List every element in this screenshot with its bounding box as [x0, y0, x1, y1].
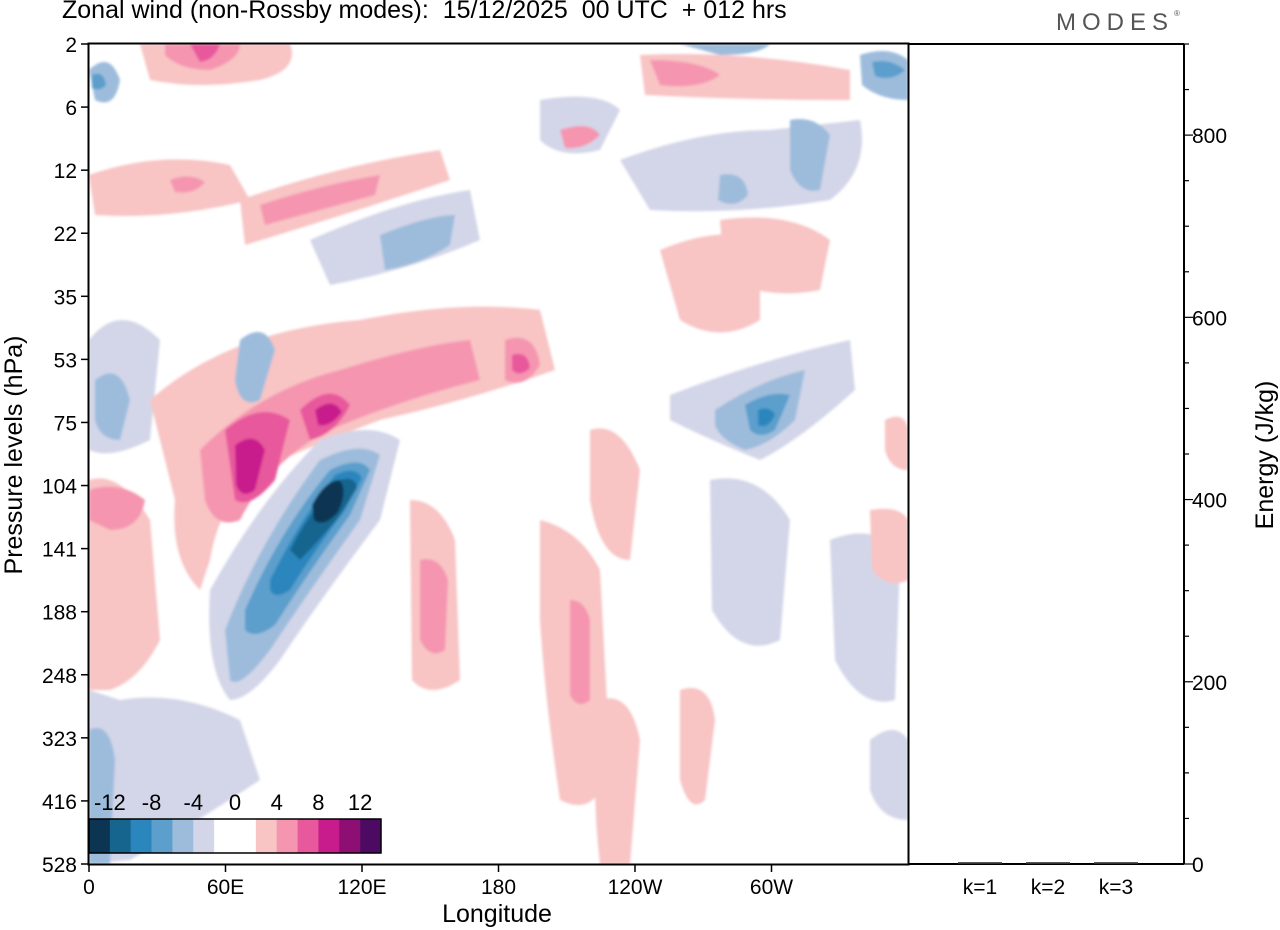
- energy-axis-label: Energy (J/kg): [1251, 381, 1279, 530]
- colorbar-frame: [88, 818, 382, 854]
- colorbar-swatch: [360, 819, 382, 853]
- bar-category-label: k=2: [1031, 876, 1065, 899]
- y-tick-label: 248: [42, 665, 77, 688]
- x-tick-label: 120W: [608, 876, 663, 899]
- y-tick-label: 416: [42, 791, 77, 814]
- y-tick-label: 22: [54, 223, 77, 246]
- y-axis-label: Pressure levels (hPa): [0, 336, 28, 575]
- energy-tick-label: 800: [1192, 125, 1227, 148]
- x-tick-label: 0: [83, 876, 95, 899]
- colorbar-label: 12: [348, 790, 372, 815]
- y-tick-label: 12: [54, 160, 77, 183]
- y-tick-label: 2: [65, 34, 77, 57]
- bar-category-label: k=1: [963, 876, 997, 899]
- y-tick-label: 528: [42, 854, 77, 877]
- colorbar-swatch: [130, 819, 152, 853]
- y-axis-ticks: 2 6 12 22 35 53 75 104 141 188 248 323 416 528: [42, 34, 89, 877]
- x-tick-label: 60E: [207, 876, 244, 899]
- colorbar: -12 -8 -4 0 4 8 12: [88, 790, 382, 854]
- energy-tick-label: 0: [1192, 854, 1204, 877]
- colorbar-swatch: [255, 819, 278, 853]
- colorbar-label: -4: [184, 790, 204, 815]
- colorbar-label: -12: [94, 790, 126, 815]
- energy-tick-label: 200: [1192, 672, 1227, 695]
- y-tick-label: 35: [54, 286, 77, 309]
- y-tick-label: 141: [42, 539, 77, 562]
- modes-logo: MODES®: [1056, 9, 1180, 37]
- wind-field: [89, 44, 908, 864]
- x-tick-label: 120E: [337, 876, 386, 899]
- chart-title: Zonal wind (non-Rossby modes): 15/12/202…: [62, 0, 787, 24]
- x-tick-label: 60W: [750, 876, 793, 899]
- colorbar-swatch: [89, 819, 111, 853]
- energy-axis: 0 200 400 600 800: [1184, 43, 1227, 877]
- colorbar-label: 0: [229, 790, 241, 815]
- energy-bar-k=2: [1026, 862, 1070, 864]
- colorbar-swatch: [297, 819, 319, 853]
- colorbar-swatch: [235, 819, 257, 853]
- logo-text: MODES: [1056, 9, 1175, 36]
- y-tick-label: 323: [42, 728, 77, 751]
- x-axis-label: Longitude: [442, 900, 552, 928]
- x-tick-label: 180: [481, 876, 516, 899]
- y-tick-label: 53: [54, 349, 77, 372]
- colorbar-swatch: [318, 819, 340, 853]
- energy-bar-k=3: [1094, 862, 1138, 864]
- colorbar-swatch: [339, 819, 361, 853]
- energy-bar-k=1: [958, 862, 1002, 864]
- colorbar-swatch: [109, 819, 132, 853]
- energy-bars: k=1 k=2 k=3: [958, 862, 1138, 899]
- logo-mark: ®: [1174, 9, 1180, 18]
- energy-tick-label: 600: [1192, 307, 1227, 330]
- y-tick-label: 188: [42, 602, 77, 625]
- energy-tick-label: 400: [1192, 490, 1227, 513]
- colorbar-label: 4: [271, 790, 283, 815]
- colorbar-swatch: [151, 819, 173, 853]
- colorbar-swatch: [276, 819, 298, 853]
- colorbar-swatch: [193, 819, 215, 853]
- bar-category-label: k=3: [1099, 876, 1133, 899]
- colorbar-label: -8: [142, 790, 162, 815]
- colorbar-swatch: [214, 819, 236, 853]
- x-axis-ticks: 0 60E 120E 180 120W 60W: [83, 864, 793, 899]
- y-tick-label: 6: [65, 97, 77, 120]
- colorbar-label: 8: [312, 790, 324, 815]
- y-tick-label: 75: [54, 412, 77, 435]
- y-tick-label: 104: [42, 476, 77, 499]
- colorbar-swatch: [172, 819, 194, 853]
